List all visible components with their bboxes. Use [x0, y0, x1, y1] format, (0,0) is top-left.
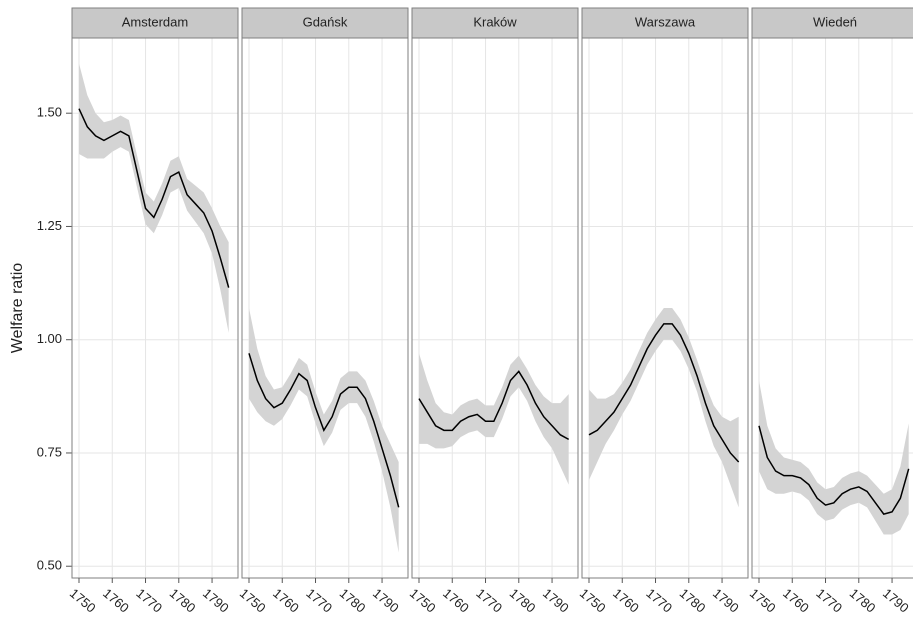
confidence-band — [418, 353, 569, 485]
strip — [71, 7, 239, 39]
confidence-band — [588, 308, 739, 508]
facet-title: Kraków — [473, 14, 517, 29]
x-tick-label: 1770 — [303, 585, 335, 612]
panel-background — [242, 38, 408, 578]
x-tick-label: 1780 — [167, 585, 199, 612]
y-tick-label: 0.50 — [37, 558, 62, 573]
y-tick-label: 1.50 — [37, 105, 62, 120]
x-tick-label: 1790 — [880, 585, 912, 612]
x-tick-label: 1750 — [577, 585, 609, 612]
line — [78, 108, 230, 288]
strip — [241, 7, 409, 39]
facet-title: Amsterdam — [122, 14, 188, 29]
line — [758, 425, 910, 515]
line — [588, 323, 740, 463]
x-tick-label: 1780 — [337, 585, 369, 612]
y-axis-label: Welfare ratio — [9, 263, 26, 354]
x-tick-label: 1790 — [370, 585, 402, 612]
x-tick-label: 1750 — [67, 585, 99, 612]
x-tick-label: 1780 — [677, 585, 709, 612]
confidence-band — [78, 63, 229, 333]
x-tick-label: 1760 — [610, 585, 642, 612]
x-tick-label: 1780 — [507, 585, 539, 612]
x-tick-label: 1770 — [473, 585, 505, 612]
x-tick-label: 1750 — [747, 585, 779, 612]
facet-title: Gdańsk — [303, 14, 348, 29]
x-tick-label: 1770 — [643, 585, 675, 612]
x-tick-label: 1790 — [540, 585, 572, 612]
panel-background — [412, 38, 578, 578]
line — [248, 353, 400, 508]
x-tick-label: 1760 — [780, 585, 812, 612]
x-tick-label: 1770 — [133, 585, 165, 612]
strip — [581, 7, 749, 39]
x-tick-label: 1780 — [847, 585, 879, 612]
x-tick-label: 1750 — [407, 585, 439, 612]
y-tick-label: 1.25 — [37, 218, 62, 233]
y-tick-label: 1.00 — [37, 331, 62, 346]
x-tick-label: 1760 — [100, 585, 132, 612]
y-tick-label: 0.75 — [37, 444, 62, 459]
strip — [411, 7, 579, 39]
x-tick-label: 1760 — [440, 585, 472, 612]
facet-title: Warszawa — [635, 14, 696, 29]
x-tick-label: 1770 — [813, 585, 845, 612]
x-tick-label: 1790 — [200, 585, 232, 612]
line — [418, 370, 570, 441]
facet-title: Wiedeń — [813, 14, 857, 29]
strip — [751, 7, 913, 39]
x-tick-label: 1790 — [710, 585, 742, 612]
x-tick-label: 1750 — [237, 585, 269, 612]
x-tick-label: 1760 — [270, 585, 302, 612]
